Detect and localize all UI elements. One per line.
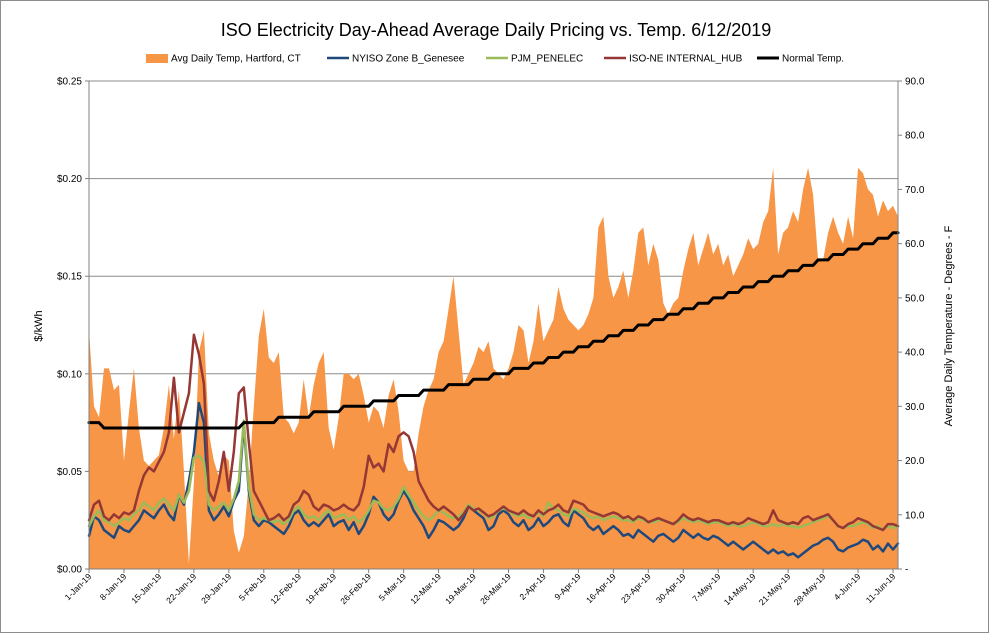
right-tick-label: 20.0: [905, 456, 925, 467]
left-tick-label: $0.20: [57, 174, 82, 185]
x-tick-label: 23-Apr-19: [619, 571, 653, 605]
left-tick-label: $0.15: [57, 272, 82, 283]
series-area-avg-daily-temp: [89, 167, 898, 570]
x-tick-label: 19-Mar-19: [443, 571, 478, 606]
x-tick-label: 26-Feb-19: [338, 571, 373, 606]
legend-label: Normal Temp.: [782, 54, 844, 65]
x-tick-label: 26-Mar-19: [478, 571, 513, 606]
legend-label: Avg Daily Temp, Hartford, CT: [171, 54, 301, 65]
right-tick-label: 10.0: [905, 510, 925, 521]
right-tick-label: 80.0: [905, 131, 925, 142]
x-tick-label: 19-Feb-19: [303, 571, 338, 606]
x-tick-label: 5-Feb-19: [237, 571, 269, 603]
x-tick-label: 2-Apr-19: [517, 571, 548, 602]
x-tick-label: 7-May-19: [690, 571, 723, 604]
price-lines-layer: [87, 231, 900, 559]
left-tick-label: $0.25: [57, 77, 82, 88]
x-tick-label: 5-Mar-19: [377, 571, 409, 603]
series-line-normal-temp: [87, 231, 900, 430]
right-tick-label: 70.0: [905, 185, 925, 196]
left-tick-label: $0.00: [57, 565, 82, 576]
legend-label: ISO-NE INTERNAL_HUB: [629, 54, 743, 65]
left-tick-label: $0.10: [57, 369, 82, 380]
right-tick-label: 90.0: [905, 77, 925, 88]
left-tick-label: $0.05: [57, 467, 82, 478]
temperature-area-layer: [89, 167, 898, 570]
x-tick-label: 14-May-19: [722, 571, 758, 607]
legend-swatch: [146, 54, 168, 63]
legend-label: PJM_PENELEC: [511, 54, 583, 65]
legend: Avg Daily Temp, Hartford, CT NYISO Zone B…: [146, 54, 844, 65]
x-tick-label: 22-Jan-19: [164, 571, 198, 605]
x-tick-label: 15-Jan-19: [129, 571, 163, 605]
x-tick-label: 28-May-19: [792, 571, 828, 607]
right-tick-label: 50.0: [905, 293, 925, 304]
right-axis-title: Average Daily Temperature - Degrees - F: [943, 225, 955, 426]
x-tick-label: 12-Feb-19: [268, 571, 303, 606]
series-line-nyiso-zone-b: [87, 401, 900, 559]
x-tick-label: 21-May-19: [757, 571, 793, 607]
right-tick-label: -: [905, 565, 908, 576]
right-tick-label: 60.0: [905, 239, 925, 250]
right-tick-label: 30.0: [905, 402, 925, 413]
series-line-pjm-penelec: [87, 419, 900, 532]
chart-title: ISO Electricity Day-Ahead Average Daily …: [221, 20, 772, 40]
right-tick-label: 40.0: [905, 348, 925, 359]
x-tick-label: 9-Apr-19: [552, 571, 583, 602]
x-tick-label: 30-Apr-19: [654, 571, 688, 605]
left-axis-title: $/kWh: [33, 310, 45, 341]
x-tick-label: 29-Jan-19: [199, 571, 233, 605]
x-tick-label: 1-Jan-19: [63, 571, 94, 602]
x-tick-label: 4-Jun-19: [832, 571, 863, 602]
series-line-iso-ne-internal-hub: [87, 333, 900, 532]
x-tick-label: 8-Jan-19: [98, 571, 129, 602]
x-tick-label: 12-Mar-19: [408, 571, 443, 606]
x-tick-label: 11-Jun-19: [864, 571, 898, 605]
legend-label: NYISO Zone B_Genesee: [352, 54, 465, 65]
x-tick-label: 16-Apr-19: [584, 571, 618, 605]
